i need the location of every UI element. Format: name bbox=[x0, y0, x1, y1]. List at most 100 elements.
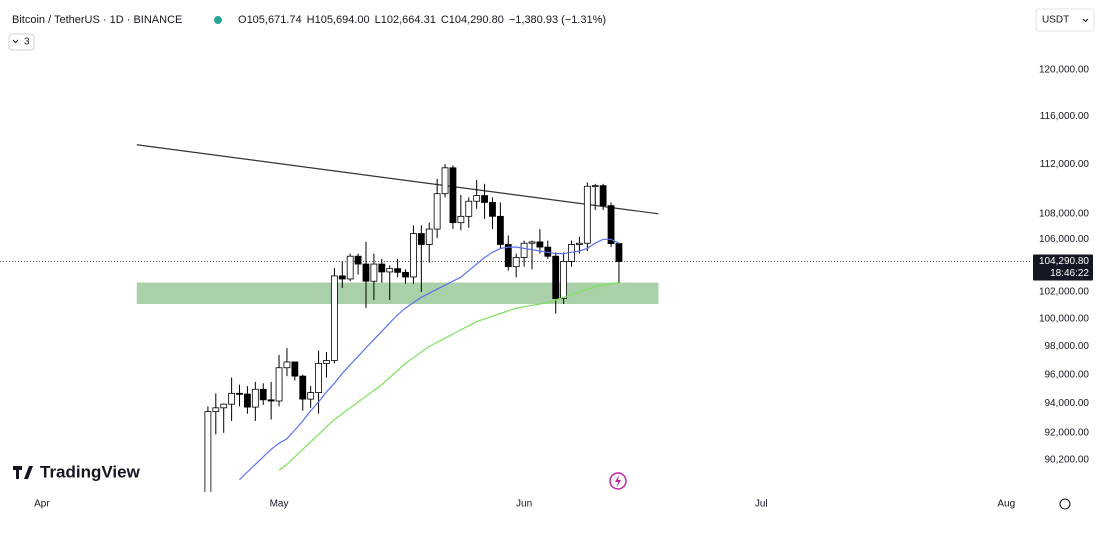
candle-body bbox=[330, 275, 338, 361]
candle-body bbox=[386, 268, 394, 273]
candle-body bbox=[512, 257, 520, 268]
candle-body bbox=[441, 167, 449, 195]
candle-body bbox=[615, 243, 623, 262]
candle-body bbox=[560, 261, 568, 299]
y-tick-label: 120,000.00 bbox=[1039, 65, 1089, 76]
event-bolt bbox=[615, 475, 621, 487]
y-tick-label: 116,000.00 bbox=[1040, 111, 1090, 122]
candle-body bbox=[402, 271, 409, 278]
candle-body bbox=[259, 388, 267, 401]
candle-body bbox=[212, 407, 220, 413]
candle-body bbox=[504, 244, 512, 268]
x-tick-label: Jun bbox=[516, 499, 532, 510]
candle-body bbox=[473, 195, 481, 202]
candle-body bbox=[496, 215, 504, 245]
candle-body bbox=[378, 263, 386, 273]
y-tick-label: 96,000.00 bbox=[1045, 369, 1090, 380]
candle-body bbox=[244, 393, 251, 408]
ohlc-value: 105,694.00 bbox=[315, 14, 370, 26]
moving-average-line bbox=[239, 238, 620, 481]
candle-body bbox=[591, 185, 599, 188]
candle-body bbox=[346, 255, 354, 280]
y-tick-label: 98,000.00 bbox=[1045, 341, 1090, 352]
plot-area bbox=[0, 144, 1030, 492]
candle-body bbox=[465, 200, 473, 217]
ohlc-value: 102,664.31 bbox=[381, 14, 436, 26]
ohlc-value: 104,290.80 bbox=[449, 14, 504, 26]
candle-body bbox=[433, 193, 441, 230]
candle-body bbox=[599, 185, 607, 207]
logo: TradingView bbox=[13, 462, 141, 481]
y-tick-label: 94,000.00 bbox=[1045, 398, 1090, 409]
candle-body bbox=[425, 228, 433, 245]
candle-body bbox=[315, 362, 322, 394]
y-tick-label: 100,000.00 bbox=[1039, 314, 1089, 325]
ohlc-key: H bbox=[307, 14, 315, 26]
indicators-toggle[interactable] bbox=[8, 33, 35, 51]
candle-body bbox=[417, 233, 425, 245]
candle-body bbox=[299, 375, 307, 400]
candle-body bbox=[457, 215, 465, 224]
candle-body bbox=[528, 241, 536, 244]
support-zone bbox=[136, 282, 659, 304]
ohlc-key: C bbox=[441, 14, 449, 26]
candle-body bbox=[323, 360, 330, 364]
chevron-icon bbox=[12, 39, 19, 44]
trendline bbox=[136, 144, 659, 215]
currency-label: USDT bbox=[1042, 15, 1069, 26]
settings-icon[interactable] bbox=[1059, 498, 1071, 510]
ohlc-value: 105,671.74 bbox=[247, 14, 302, 26]
candle-body bbox=[576, 242, 583, 245]
candle-body bbox=[362, 263, 370, 282]
y-tick-label: 106,000.00 bbox=[1039, 234, 1089, 245]
ohlc-readout: O105,671.74 H105,694.00 L102,664.31 C104,29… bbox=[238, 14, 606, 26]
x-tick-label: Apr bbox=[34, 499, 50, 510]
price-tag bbox=[1033, 254, 1093, 281]
candle-body bbox=[520, 242, 528, 258]
ohlc-key: L bbox=[375, 14, 381, 26]
logo-mark bbox=[13, 466, 33, 479]
y-tick-label: 108,000.00 bbox=[1039, 208, 1089, 219]
chevron-icon bbox=[1082, 18, 1089, 23]
candle-body bbox=[370, 263, 378, 282]
status-dot bbox=[214, 16, 222, 24]
candle-body bbox=[410, 233, 417, 278]
candle-body bbox=[552, 255, 560, 299]
candle-body bbox=[291, 361, 299, 377]
candle-body bbox=[267, 399, 275, 402]
candle-body bbox=[481, 195, 488, 203]
candle-body bbox=[607, 205, 615, 245]
price-change: −1,380.93 (−1.31%) bbox=[509, 14, 606, 26]
x-tick-label: Aug bbox=[997, 499, 1015, 510]
x-tick-label: May bbox=[270, 499, 289, 510]
candle-body bbox=[283, 361, 291, 369]
moving-average-line bbox=[278, 281, 620, 471]
ohlc-key: O bbox=[238, 14, 247, 26]
y-tick-label: 90,200.00 bbox=[1045, 454, 1090, 465]
logo-text: TradingView bbox=[40, 462, 141, 481]
y-tick-label: 112,000.00 bbox=[1040, 159, 1090, 170]
candle-body bbox=[354, 255, 362, 265]
candle-body bbox=[338, 275, 346, 280]
candle-body bbox=[220, 403, 228, 409]
chart-title: Bitcoin / TetherUS · 1D · BINANCE bbox=[12, 14, 182, 26]
candle-body bbox=[489, 202, 496, 217]
candle-body bbox=[251, 388, 259, 408]
candle-body bbox=[228, 392, 236, 405]
candle-body bbox=[204, 411, 212, 492]
x-tick-label: Jul bbox=[755, 499, 768, 510]
countdown-label: 18:46:22 bbox=[1050, 268, 1089, 279]
candle-body bbox=[275, 367, 283, 402]
candle-body bbox=[307, 392, 315, 400]
y-tick-label: 102,000.00 bbox=[1039, 287, 1089, 298]
currency-select[interactable] bbox=[1035, 8, 1095, 32]
candle-body bbox=[583, 185, 591, 244]
candle-body bbox=[236, 392, 243, 395]
candle-body bbox=[536, 241, 544, 248]
candle-body bbox=[449, 167, 457, 224]
indicator-count: 3 bbox=[24, 37, 30, 48]
price-tag-label: 104,290.80 bbox=[1039, 256, 1089, 267]
y-tick-label: 92,000.00 bbox=[1045, 427, 1090, 438]
candle-body bbox=[394, 268, 402, 273]
